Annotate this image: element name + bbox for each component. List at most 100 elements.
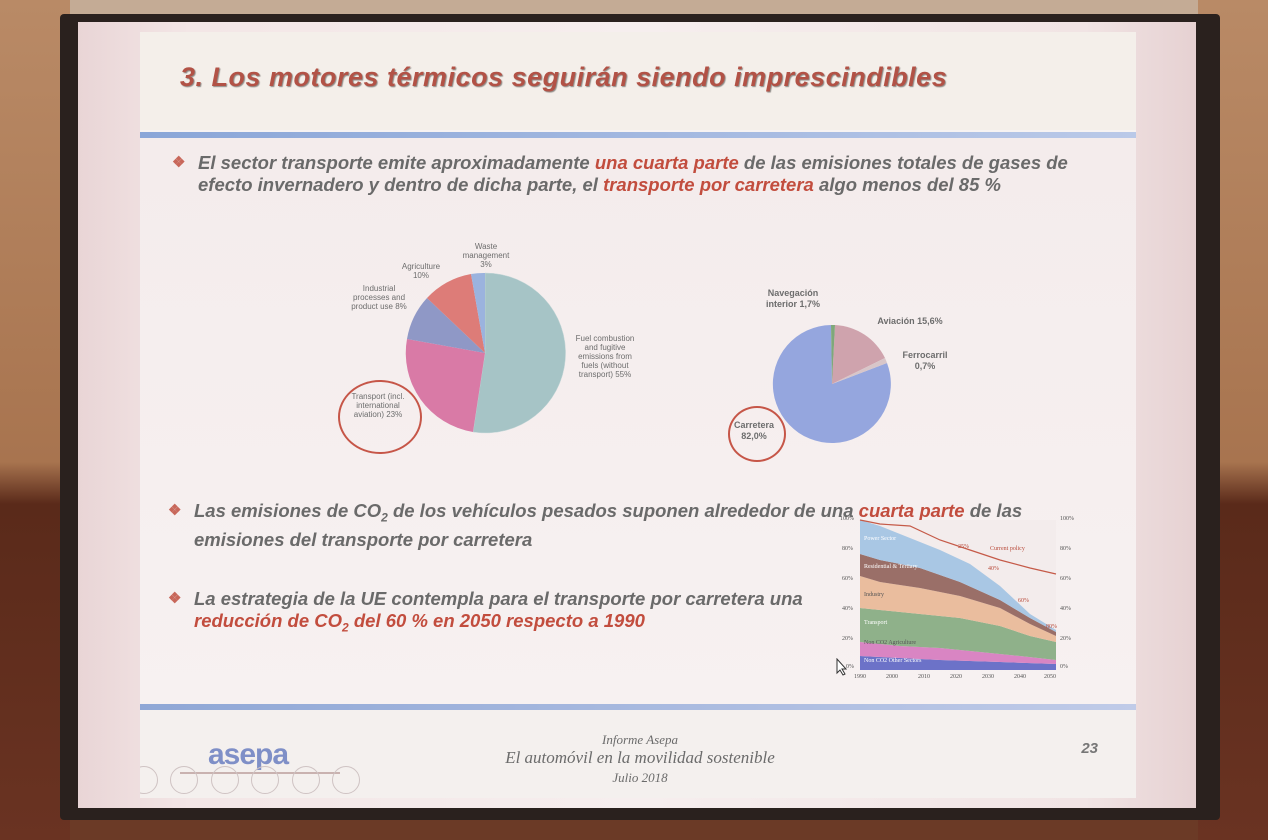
pie-slice-fuel	[472, 272, 566, 434]
pie-slice-waste	[471, 272, 485, 353]
series-label-residential: Residential & Tertiary	[864, 564, 918, 570]
bullet-3-subscript: 2	[342, 620, 349, 635]
y-tick-right-20: 20%	[1060, 636, 1071, 642]
ghg-emissions-pie-chart	[405, 272, 566, 434]
current-policy-label: Current policy	[990, 546, 1025, 552]
area-industry	[860, 576, 1056, 642]
pie2-label-carretera: Carretera 82,0%	[733, 420, 775, 441]
slide-body: ❖ El sector transporte emite aproximadam…	[140, 138, 1136, 704]
x-tick-1990: 1990	[854, 674, 866, 680]
y-tick-right-40: 40%	[1060, 606, 1071, 612]
bullet-2-subscript: 2	[381, 510, 388, 525]
y-tick-left-20: 20%	[842, 636, 853, 642]
pie1-label-agriculture: Agriculture 10%	[401, 262, 441, 280]
presentation-slide: 3. Los motores térmicos seguirán siendo …	[140, 32, 1136, 798]
current-policy-line	[859, 519, 1057, 575]
x-tick-2040: 2040	[1014, 674, 1026, 680]
slide-nav-controls[interactable]	[140, 766, 368, 798]
bullet-3-highlight-b: del 60 % en 2050	[348, 610, 501, 631]
pct-label-60: 60%	[1018, 598, 1029, 604]
bullet-diamond-icon: ❖	[168, 502, 182, 519]
bullet-2-highlight: cuarta parte	[858, 500, 965, 521]
bullet-diamond-icon: ❖	[172, 154, 186, 171]
x-tick-2050: 2050	[1044, 674, 1056, 680]
pie2-slice-aviacion	[832, 325, 885, 384]
slide-footer: asepa Informe Asepa El automóvil en la m…	[140, 710, 1136, 798]
x-tick-2030: 2030	[982, 674, 994, 680]
area-non-co2-other	[860, 656, 1056, 670]
bullet-1-text-c: algo menos del 85 %	[813, 174, 1001, 195]
nav-prev-icon[interactable]	[170, 766, 199, 794]
pie2-label-ferrocarril: Ferrocarril 0,7%	[902, 350, 948, 371]
nav-zoom-icon[interactable]	[291, 766, 320, 794]
slide-title: 3. Los motores térmicos seguirán siendo …	[180, 62, 948, 92]
bullet-1-text-b: de las emisiones totales de gases de efe…	[198, 152, 1068, 195]
series-label-non-co2-other: Non CO2 Other Sectors	[864, 658, 922, 664]
nav-more-icon[interactable]	[332, 766, 361, 794]
y-tick-right-80: 80%	[1060, 546, 1071, 552]
nav-slides-icon[interactable]	[251, 766, 280, 794]
area-residential-tertiary	[860, 554, 1056, 636]
nav-pen-icon[interactable]	[210, 766, 239, 794]
y-tick-right-0: 0%	[1060, 664, 1068, 670]
bullet-2-text-c: de las emisiones del transporte por carr…	[194, 500, 1023, 550]
page-number: 23	[1081, 740, 1098, 757]
pie1-label-transport: Transport (incl. international aviation)…	[351, 392, 405, 419]
title-band: 3. Los motores térmicos seguirán siendo …	[140, 32, 1136, 130]
pie1-label-fuel: Fuel combustion and fugitive emissions f…	[575, 334, 635, 379]
area-transport	[860, 608, 1056, 660]
footer-line-2: El automóvil en la movilidad sostenible	[505, 748, 775, 767]
series-label-transport: Transport	[864, 620, 888, 626]
bullet-3-text-b: respecto a 1990	[500, 610, 645, 631]
carretera-highlight-circle	[728, 406, 786, 462]
footer-line-3: Julio 2018	[612, 770, 668, 785]
wall-left	[0, 0, 70, 840]
area-non-co2-agriculture	[860, 642, 1056, 664]
bullet-3-text-a: La estrategia de la UE contempla para el…	[194, 588, 803, 609]
y-tick-left-0: 0%	[846, 664, 854, 670]
eu-emission-reduction-chart: 100% 80% 60% 40% 20% 0% 100% 80% 60% 40%…	[836, 514, 1084, 686]
bullet-diamond-icon: ❖	[168, 590, 182, 607]
y-tick-right-100: 100%	[1060, 516, 1074, 522]
pie2-slice-carretera	[772, 325, 891, 443]
y-tick-left-80: 80%	[842, 546, 853, 552]
asepa-logo: asepa	[208, 738, 289, 771]
y-tick-right-60: 60%	[1060, 576, 1071, 582]
transport-emissions-pie-chart	[772, 324, 891, 443]
pie1-label-industrial: Industrial processes and product use 8%	[351, 284, 407, 311]
bullet-2: ❖ Las emisiones de CO2 de los vehículos …	[168, 500, 1094, 551]
y-tick-left-60: 60%	[842, 576, 853, 582]
y-tick-left-40: 40%	[842, 606, 853, 612]
pie-slice-industrial	[407, 298, 485, 353]
y-tick-left-100: 100%	[840, 516, 854, 522]
pie2-label-navegacion: Navegación interior 1,7%	[765, 288, 821, 309]
x-tick-2020: 2020	[950, 674, 962, 680]
bullet-1: ❖ El sector transporte emite aproximadam…	[172, 152, 1098, 196]
footer-line-1: Informe Asepa	[602, 732, 678, 747]
mouse-pointer-icon	[836, 658, 848, 676]
bullet-1-highlight-a: una cuarta parte	[594, 152, 739, 173]
bullet-3-highlight-a: reducción de CO	[194, 610, 343, 631]
area-power-sector	[860, 520, 1056, 632]
pie2-label-aviacion: Aviación 15,6%	[877, 316, 943, 326]
pie1-label-waste: Waste management 3%	[462, 242, 510, 269]
area-chart-plot	[859, 519, 1057, 670]
transport-highlight-circle	[338, 380, 422, 454]
bullet-1-text-a: El sector transporte emite aproximadamen…	[198, 152, 595, 173]
nav-first-icon[interactable]	[140, 766, 158, 794]
pct-label-25: 25%	[958, 544, 969, 550]
pie2-slice-navegacion	[831, 324, 835, 384]
pie-slice-agriculture	[427, 274, 485, 353]
pie2-slice-ferrocarril	[832, 358, 887, 384]
series-label-industry: Industry	[864, 592, 884, 598]
series-label-non-co2-agri: Non CO2 Agriculture	[864, 640, 916, 646]
title-rule	[140, 132, 1136, 138]
pct-label-80: 80%	[1046, 624, 1057, 630]
bullet-2-text-a: Las emisiones de CO	[194, 500, 382, 521]
bullet-3: ❖ La estrategia de la UE contempla para …	[168, 588, 824, 639]
x-tick-2010: 2010	[918, 674, 930, 680]
bullet-1-highlight-b: transporte por carretera	[603, 174, 814, 195]
x-tick-2000: 2000	[886, 674, 898, 680]
series-label-power: Power Sector	[864, 536, 897, 542]
bullet-2-text-b: de los vehículos pesados suponen alreded…	[387, 500, 859, 521]
